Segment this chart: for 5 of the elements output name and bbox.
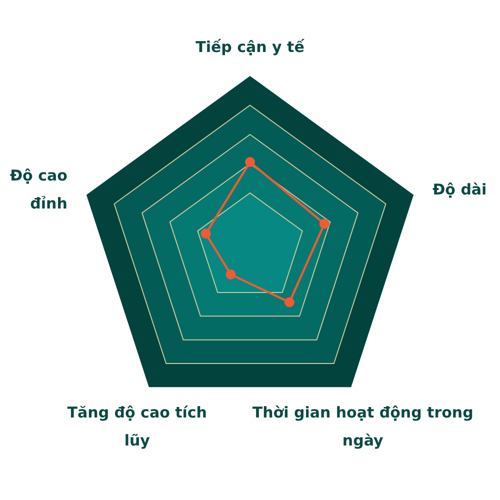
spoke-label: Thời gian hoạt động trong ngày xyxy=(252,403,474,450)
spoke-label: Tiếp cận y tế xyxy=(196,38,306,56)
spoke-label: Tăng độ cao tích lũy xyxy=(67,403,207,450)
spoke-label: Độ cao đỉnh xyxy=(10,166,68,213)
spoke-label: Độ dài xyxy=(432,180,487,199)
